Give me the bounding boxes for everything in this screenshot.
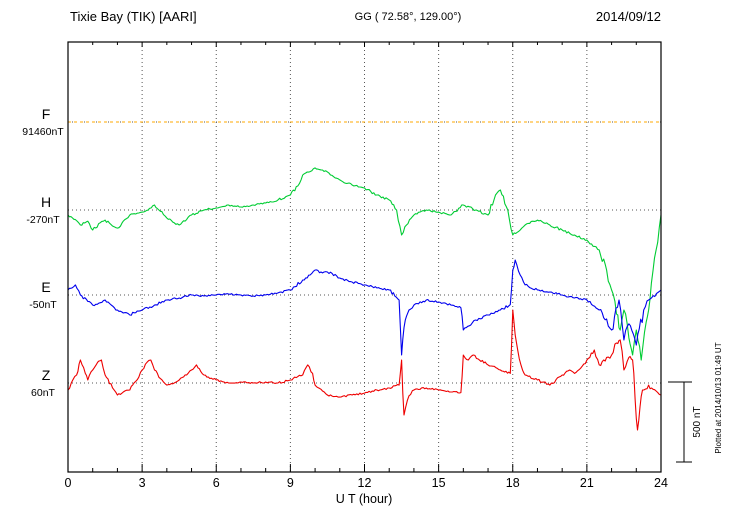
plot-date: 2014/09/12 bbox=[596, 9, 661, 24]
axis-tick-labels-layer: 0 3 6 9 12 15 18 21 24 bbox=[65, 476, 668, 490]
trace-E bbox=[67, 259, 662, 356]
gridlines-layer bbox=[68, 42, 661, 472]
x-tick-label: 18 bbox=[506, 476, 520, 490]
trace-Z bbox=[67, 309, 662, 431]
x-tick-label: 9 bbox=[287, 476, 294, 490]
plotted-at-note: Plotted at 2014/10/13 01:49 UT bbox=[714, 342, 723, 453]
geographic-coords: GG ( 72.58°, 129.00°) bbox=[355, 11, 462, 23]
station-title: Tixie Bay (TIK) [AARI] bbox=[70, 9, 197, 24]
series-label-Z: Z bbox=[42, 367, 51, 383]
scale-bar-label: 500 nT bbox=[692, 406, 703, 437]
x-tick-label: 0 bbox=[65, 476, 72, 490]
trace-H bbox=[67, 167, 662, 361]
series-label-E: E bbox=[41, 279, 50, 295]
x-axis-label: U T (hour) bbox=[336, 492, 393, 506]
traces-layer bbox=[67, 121, 662, 431]
series-baseline-H: -270nT bbox=[26, 214, 60, 226]
scale-bar: 500 nT bbox=[668, 381, 703, 463]
series-label-F: F bbox=[42, 106, 51, 122]
x-tick-label: 6 bbox=[213, 476, 220, 490]
x-tick-label: 21 bbox=[580, 476, 594, 490]
x-tick-label: 24 bbox=[654, 476, 668, 490]
series-baseline-E: -50nT bbox=[29, 299, 57, 311]
x-tick-label: 15 bbox=[432, 476, 446, 490]
series-baseline-Z: 60nT bbox=[31, 387, 56, 399]
x-tick-label: 3 bbox=[139, 476, 146, 490]
series-label-H: H bbox=[41, 194, 51, 210]
plot-frame bbox=[67, 41, 662, 473]
series-baseline-F: 91460nT bbox=[22, 126, 64, 138]
x-tick-label: 12 bbox=[358, 476, 372, 490]
